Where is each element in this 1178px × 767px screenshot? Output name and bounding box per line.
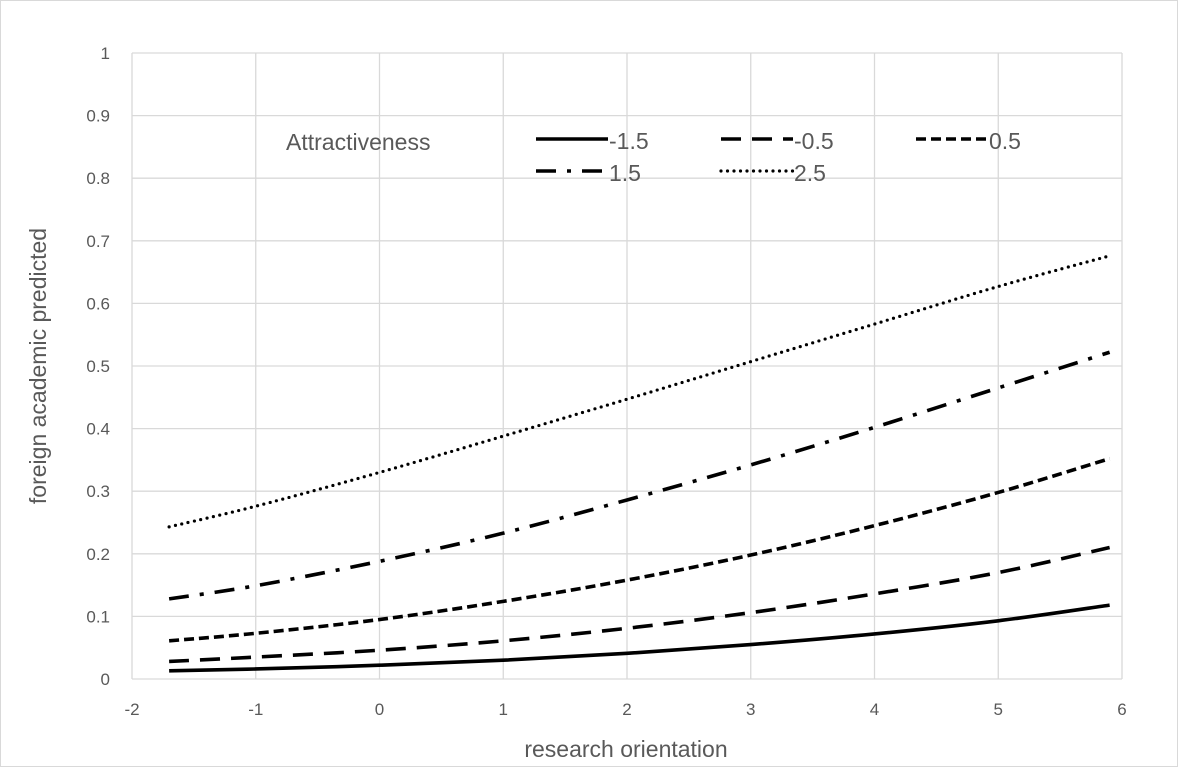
y-tick-label: 0.4	[86, 420, 110, 439]
legend-label--1.5: -1.5	[609, 128, 649, 154]
series-line-1.5	[168, 350, 1111, 601]
legend-label--0.5: -0.5	[794, 128, 834, 154]
y-tick-label: 0.8	[86, 169, 110, 188]
legend-label-2.5: 2.5	[794, 160, 826, 186]
x-tick-label: 3	[746, 700, 755, 719]
y-tick-label: 1	[101, 44, 110, 63]
gridlines	[131, 52, 1123, 680]
x-axis-title: research orientation	[524, 736, 727, 762]
y-tick-label: 0	[101, 670, 110, 689]
x-tick-label: -1	[248, 700, 263, 719]
series-line-0.5	[168, 456, 1111, 643]
legend-label-1.5: 1.5	[609, 160, 641, 186]
x-tick-label: 1	[499, 700, 508, 719]
series-line-2.5	[167, 254, 1112, 529]
y-tick-label: 0.1	[86, 607, 110, 626]
y-tick-labels: 0 0.1 0.2 0.3 0.4 0.5 0.6 0.7 0.8 0.9 1	[86, 44, 110, 689]
x-tick-labels: -2 -1 0 1 2 3 4 5 6	[124, 700, 1126, 719]
x-tick-label: 4	[870, 700, 879, 719]
series-line--0.5	[169, 545, 1111, 664]
y-tick-label: 0.3	[86, 482, 110, 501]
y-tick-label: 0.6	[86, 294, 110, 313]
legend-title: Attractiveness	[286, 129, 430, 155]
y-tick-label: 0.7	[86, 232, 110, 251]
legend: Attractiveness -1.5 -0.5 0.5 1.5 2.5	[286, 128, 1021, 186]
x-tick-label: 0	[375, 700, 384, 719]
legend-label-0.5: 0.5	[989, 128, 1021, 154]
y-tick-label: 0.5	[86, 357, 110, 376]
x-tick-label: -2	[124, 700, 139, 719]
y-tick-label: 0.2	[86, 545, 110, 564]
series-line--1.5	[169, 603, 1110, 673]
y-tick-label: 0.9	[86, 107, 110, 126]
series-lines	[167, 254, 1112, 673]
x-tick-label: 5	[994, 700, 1003, 719]
x-tick-label: 2	[622, 700, 631, 719]
x-tick-label: 6	[1117, 700, 1126, 719]
y-axis-title: foreign academic predicted	[25, 228, 51, 504]
